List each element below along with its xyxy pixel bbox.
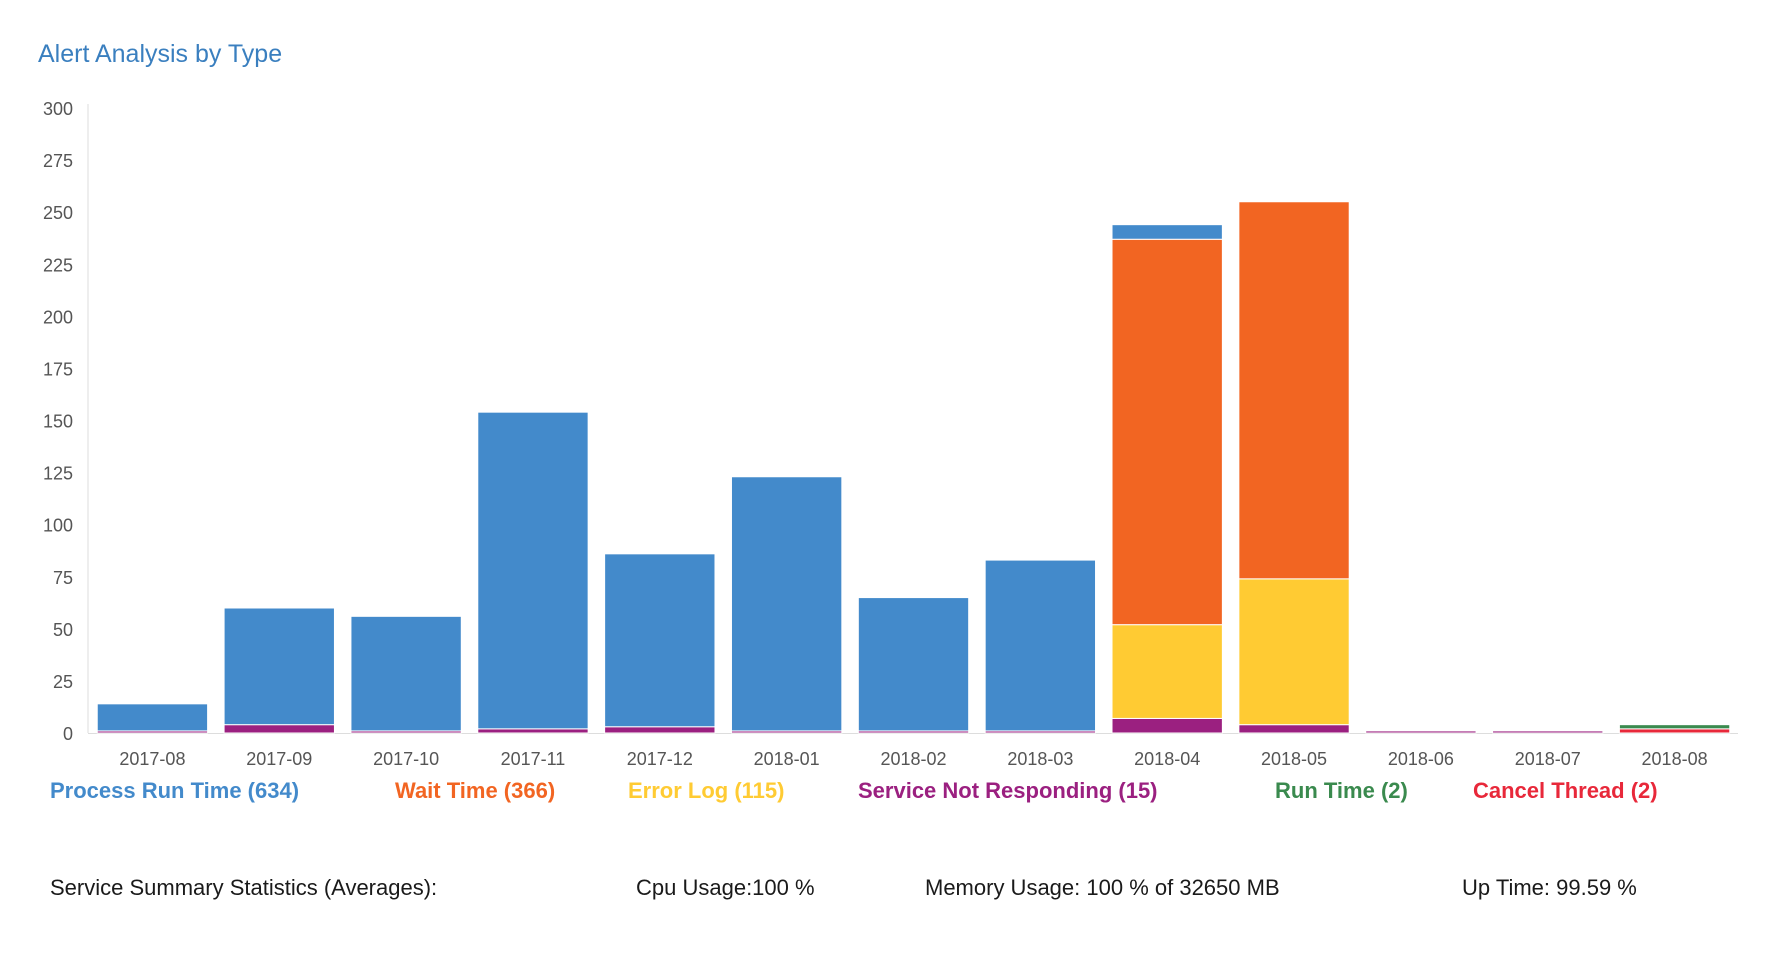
- bar-segment-process-run-time[interactable]: [604, 553, 716, 728]
- legend-item-process-run-time[interactable]: Process Run Time (634): [50, 778, 300, 803]
- bar-segment-wait-time[interactable]: [1111, 238, 1223, 626]
- bar-segment-process-run-time[interactable]: [984, 559, 1097, 732]
- bar-segment-error-log[interactable]: [1238, 578, 1350, 726]
- x-tick-label: 2018-01: [754, 749, 820, 769]
- bar-segment-service-not-responding[interactable]: [1492, 730, 1604, 734]
- y-tick-label: 0: [63, 724, 73, 744]
- memory-usage: Memory Usage: 100 % of 32650 MB: [925, 875, 1280, 900]
- y-tick-label: 250: [43, 203, 73, 223]
- up-time: Up Time: 99.59 %: [1462, 875, 1637, 900]
- bar-segment-process-run-time[interactable]: [350, 615, 462, 732]
- bar-segment-service-not-responding[interactable]: [477, 728, 589, 734]
- x-tick-label: 2018-06: [1388, 749, 1454, 769]
- y-tick-label: 75: [53, 568, 73, 588]
- x-tick-label: 2018-08: [1642, 749, 1708, 769]
- bar-segment-run-time[interactable]: [1618, 724, 1731, 730]
- bar-segment-error-log[interactable]: [1111, 624, 1223, 719]
- summary-label: Service Summary Statistics (Averages):: [50, 875, 438, 900]
- y-tick-label: 150: [43, 412, 73, 432]
- chart-legend: Cancel Thread (2) Run Time (2) Service Not…: [0, 778, 1766, 818]
- alert-bar-chart: 0 25 50 75 100 125 150 175 200 225 250 275 300 2017-0…: [43, 99, 1738, 769]
- x-tick-label: 2018-05: [1261, 749, 1327, 769]
- service-summary: Service Summary Statistics (Averages): C…: [0, 875, 1766, 911]
- x-tick-label: 2018-04: [1134, 749, 1200, 769]
- y-tick-label: 100: [43, 516, 73, 536]
- bar-segment-process-run-time[interactable]: [857, 597, 970, 732]
- legend-item-service-not-responding[interactable]: Service Not Responding (15): [858, 778, 1158, 803]
- y-tick-label: 275: [43, 151, 73, 171]
- legend-item-run-time[interactable]: Run Time (2): [1275, 778, 1408, 803]
- bar-segment-service-not-responding[interactable]: [604, 726, 716, 734]
- bar-segment-service-not-responding[interactable]: [1238, 724, 1350, 734]
- y-tick-label: 300: [43, 99, 73, 119]
- legend-item-cancel-thread[interactable]: Cancel Thread (2): [1473, 778, 1658, 803]
- legend-item-error-log[interactable]: Error Log (115): [628, 778, 785, 803]
- bar-segment-wait-time[interactable]: [1238, 201, 1350, 580]
- y-tick-label: 50: [53, 620, 73, 640]
- y-tick-label: 25: [53, 672, 73, 692]
- chart-title: Alert Analysis by Type: [38, 40, 283, 68]
- bar-segment-process-run-time[interactable]: [223, 607, 335, 726]
- bar-segment-cancel-thread[interactable]: [1618, 728, 1731, 734]
- x-tick-label: 2018-02: [880, 749, 946, 769]
- bar-segment-process-run-time[interactable]: [1111, 224, 1223, 240]
- x-tick-label: 2017-12: [627, 749, 693, 769]
- x-tick-label: 2018-07: [1515, 749, 1581, 769]
- bar-segment-process-run-time[interactable]: [730, 476, 843, 732]
- legend-item-wait-time[interactable]: Wait Time (366): [395, 778, 556, 803]
- bar-segment-process-run-time[interactable]: [477, 411, 589, 730]
- x-tick-label: 2017-08: [119, 749, 185, 769]
- y-tick-label: 200: [43, 307, 73, 327]
- y-tick-label: 125: [43, 464, 73, 484]
- x-tick-label: 2017-10: [373, 749, 439, 769]
- bar-segment-service-not-responding[interactable]: [1111, 717, 1223, 734]
- bar-segment-service-not-responding[interactable]: [223, 724, 335, 734]
- bar-segment-process-run-time[interactable]: [96, 703, 209, 732]
- y-tick-label: 225: [43, 255, 73, 275]
- y-tick-label: 175: [43, 359, 73, 379]
- x-tick-label: 2017-11: [501, 749, 566, 769]
- x-tick-label: 2017-09: [246, 749, 312, 769]
- cpu-usage: Cpu Usage:100 %: [636, 875, 815, 900]
- bar-segment-service-not-responding[interactable]: [1365, 730, 1477, 734]
- x-tick-label: 2018-03: [1007, 749, 1073, 769]
